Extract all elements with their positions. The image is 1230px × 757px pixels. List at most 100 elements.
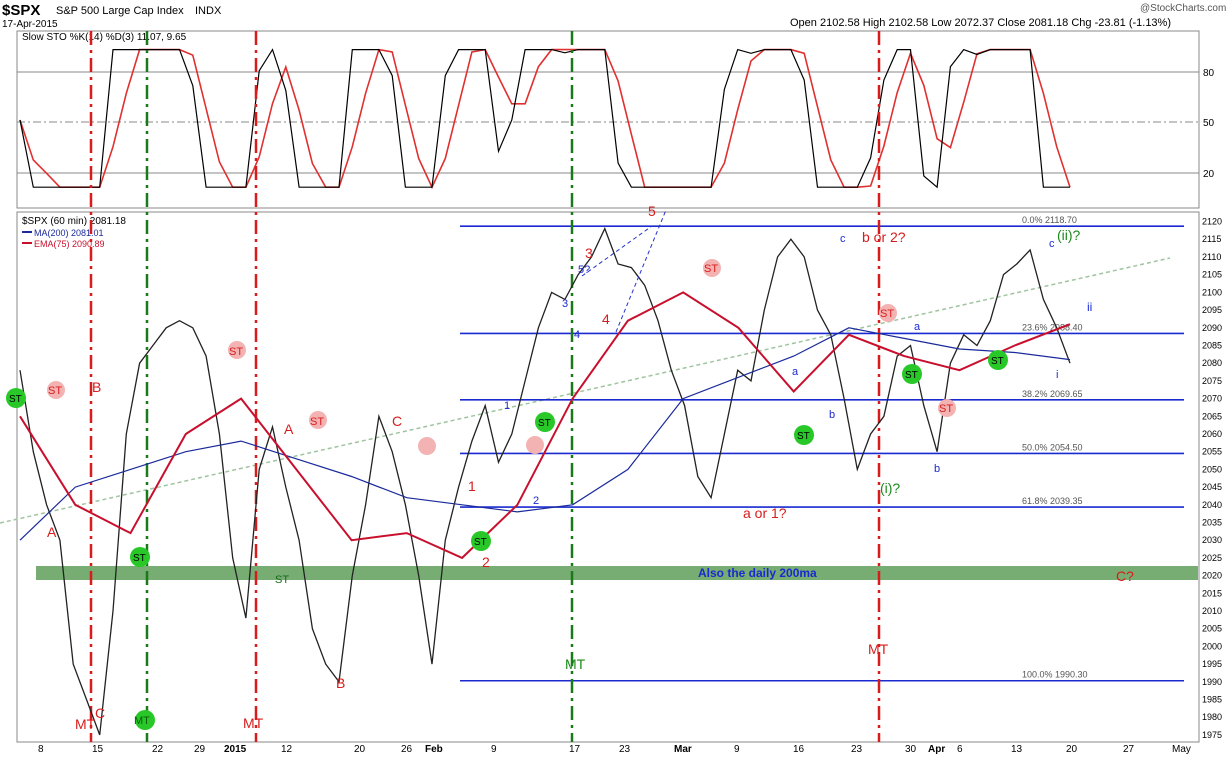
x-tick-label: 30 <box>905 744 917 755</box>
y-tick-label: 2035 <box>1202 517 1222 527</box>
ann-blue-3: 3 <box>562 298 568 310</box>
fibonacci-levels: 0.0% 2118.70 23.6% 2088.40 38.2% 2069.65 50… <box>460 215 1184 682</box>
fib-level-label: 61.8% 2039.35 <box>1022 496 1083 506</box>
y-tick-label: 2085 <box>1202 340 1222 350</box>
ann-blue-i: i <box>1056 369 1058 381</box>
x-tick-label: 9 <box>734 744 740 755</box>
legend-ema: EMA(75) 2090.89 <box>34 239 105 249</box>
fib-level-label: 100.0% 1990.30 <box>1022 670 1088 680</box>
st-marker-6: ST <box>905 370 918 381</box>
price-panel-frame <box>16 211 1200 743</box>
fib-level-label: 23.6% 2088.40 <box>1022 322 1083 332</box>
x-tick-label: 9 <box>491 744 497 755</box>
indicator-level-80: 80 <box>1203 68 1215 79</box>
y-tick-label: 1995 <box>1202 659 1222 669</box>
ann-blue-a2: a <box>914 321 921 333</box>
st-marker-4: ST <box>538 418 551 429</box>
y-tick-label: 2045 <box>1202 482 1222 492</box>
y-tick-label: 2040 <box>1202 500 1222 510</box>
ann-MT1: MT <box>75 716 96 732</box>
ann-blue-ii: ii <box>1087 300 1092 314</box>
y-tick-label: 1975 <box>1202 730 1222 740</box>
ann-3: 3 <box>585 245 593 261</box>
x-tick-label: Mar <box>674 744 692 755</box>
y-tick-label: 2060 <box>1202 429 1222 439</box>
support-band-label: Also the daily 200ma <box>698 566 817 580</box>
price-y-axis: 1975 1980 1985 1990 1995 2000 2005 2010 2015 2020… <box>1202 217 1222 740</box>
y-tick-label: 2080 <box>1202 358 1222 368</box>
y-tick-label: 2105 <box>1202 270 1222 280</box>
ann-green-i: (i)? <box>880 480 900 496</box>
ann-4: 4 <box>602 311 610 327</box>
y-tick-label: 1985 <box>1202 695 1222 705</box>
indicator-panel-frame <box>16 30 1200 209</box>
x-tick-label: 20 <box>1066 744 1078 755</box>
y-tick-label: 2015 <box>1202 588 1222 598</box>
x-tick-label: 2015 <box>224 744 247 755</box>
y-tick-label: 2120 <box>1202 217 1222 227</box>
support-band <box>36 566 1198 580</box>
fib-level-label: 50.0% 2054.50 <box>1022 442 1083 452</box>
chart-exchange: INDX <box>195 5 222 17</box>
y-tick-label: 2005 <box>1202 624 1222 634</box>
mt-marker-green-circle: MT <box>134 715 150 727</box>
ann-B1: B <box>92 379 101 395</box>
indicator-level-50: 50 <box>1203 118 1215 129</box>
ma200-line <box>19 327 1071 541</box>
st-marker-8: ST <box>275 574 289 586</box>
x-tick-label: 15 <box>92 744 104 755</box>
ann-blue-b2: b <box>934 463 940 475</box>
x-tick-label: Apr <box>928 744 945 755</box>
st-marker-5: ST <box>797 431 810 442</box>
ann-green-MT1: MT <box>565 656 586 672</box>
ann-5: 5 <box>648 203 656 219</box>
ann-A1: A <box>47 524 57 540</box>
y-tick-label: 2110 <box>1202 252 1221 262</box>
green-annotations: MT MT (i)? (ii)? <box>565 227 1081 672</box>
rising-trendline <box>0 257 1171 524</box>
y-tick-label: 2115 <box>1202 234 1221 244</box>
wave5-channel-line-2 <box>615 209 667 333</box>
chart-name: S&P 500 Large Cap Index <box>56 5 184 17</box>
indicator-legend: Slow STO %K(14) %D(3) 11.07, 9.65 <box>22 32 187 43</box>
ann-blue-1: 1 <box>504 400 510 412</box>
st-marker-2: ST <box>133 553 146 564</box>
ann-blue-c1: c <box>840 233 846 245</box>
x-tick-label: 29 <box>194 744 206 755</box>
fib-level-label: 0.0% 2118.70 <box>1022 215 1077 225</box>
chart-date: 17-Apr-2015 <box>2 19 58 30</box>
y-tick-label: 2030 <box>1202 535 1222 545</box>
ann-b-or-2: b or 2? <box>862 229 906 245</box>
indicator-level-20: 20 <box>1203 169 1215 180</box>
x-tick-label: 22 <box>152 744 164 755</box>
watermark: @StockCharts.com <box>1140 3 1227 14</box>
y-tick-label: 2020 <box>1202 571 1222 581</box>
ann-blue-4: 4 <box>574 329 580 341</box>
x-tick-label: May <box>1172 744 1191 755</box>
y-tick-label: 2010 <box>1202 606 1222 616</box>
y-tick-label: 2025 <box>1202 553 1222 563</box>
ann-C3: C? <box>1116 568 1134 584</box>
st-marker-1: ST <box>9 394 22 405</box>
stochastic-d-line <box>19 48 1071 190</box>
ann-ST1: ST <box>48 385 62 397</box>
x-tick-label: 23 <box>619 744 631 755</box>
ann-ST2: ST <box>229 346 243 358</box>
ann-ST4: ST <box>704 263 718 275</box>
y-tick-label: 1990 <box>1202 677 1222 687</box>
ann-ST6: ST <box>939 403 953 415</box>
time-x-axis: 8 15 22 29 2015 12 20 26 Feb 9 17 23 Mar 9 16 23 30 Apr 6 1… <box>38 744 1191 755</box>
st-marker-3: ST <box>474 537 487 548</box>
price-series <box>19 226 1071 736</box>
x-tick-label: 13 <box>1011 744 1023 755</box>
y-tick-label: 2050 <box>1202 464 1222 474</box>
y-tick-label: 2000 <box>1202 641 1222 651</box>
legend-main: $SPX (60 min) 2081.18 <box>22 216 126 227</box>
ema75-line <box>19 291 1071 560</box>
x-tick-label: 17 <box>569 744 581 755</box>
price-legend: $SPX (60 min) 2081.18 MA(200) 2081.01 EM… <box>22 216 126 249</box>
legend-ma: MA(200) 2081.01 <box>34 228 104 238</box>
ann-C1: C <box>95 705 105 721</box>
ann-ST3: ST <box>310 416 324 428</box>
